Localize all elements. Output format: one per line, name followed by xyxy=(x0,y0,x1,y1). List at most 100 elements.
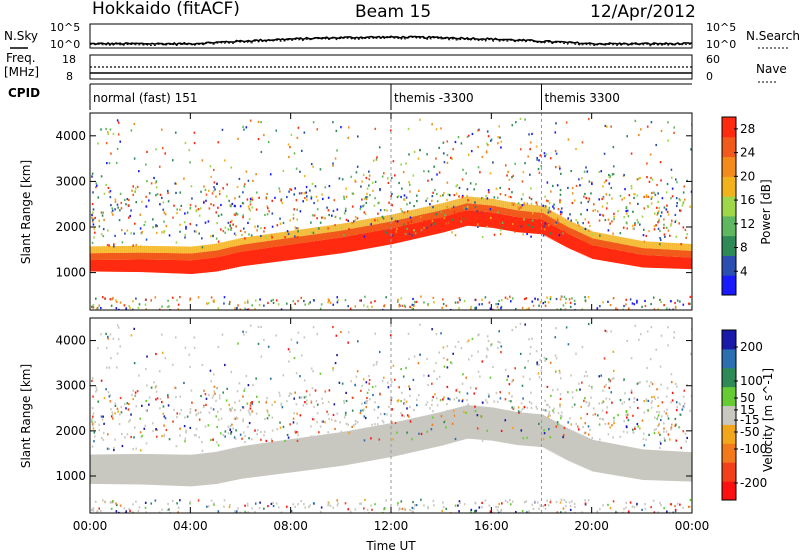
velocity-cell xyxy=(402,375,405,378)
power-cell xyxy=(289,188,291,191)
velocity-cell xyxy=(184,416,186,419)
velocity-cell xyxy=(546,499,548,502)
power-cell xyxy=(128,259,131,272)
power-cell xyxy=(193,142,196,145)
power-cell xyxy=(419,215,422,219)
velocity-cell xyxy=(365,402,368,405)
power-cell xyxy=(230,166,233,169)
velocity-cell xyxy=(592,413,594,416)
velocity-cell xyxy=(477,334,479,337)
velocity-cell xyxy=(154,499,157,502)
power-cell xyxy=(559,216,563,223)
velocity-cell xyxy=(303,379,306,382)
power-cell xyxy=(544,155,546,158)
power-cell xyxy=(382,222,386,230)
velocity-cell xyxy=(241,406,244,409)
power-cell xyxy=(583,170,586,173)
power-cell xyxy=(649,255,653,268)
velocity-cell xyxy=(633,447,637,479)
power-cell xyxy=(239,308,242,310)
power-cell xyxy=(467,210,470,226)
power-cell xyxy=(485,205,488,212)
velocity-cell xyxy=(511,426,514,429)
power-cell xyxy=(384,229,388,246)
power-cell xyxy=(128,304,130,308)
velocity-cell xyxy=(645,398,648,401)
velocity-cell xyxy=(509,503,512,506)
colorbar-segment xyxy=(722,235,736,256)
velocity-cell xyxy=(660,334,663,337)
velocity-cell xyxy=(289,350,291,353)
velocity-cell xyxy=(104,500,106,503)
power-cell xyxy=(523,201,526,204)
velocity-cell xyxy=(427,506,429,509)
velocity-cell xyxy=(485,406,488,441)
velocity-cell xyxy=(678,413,681,416)
power-cell xyxy=(340,126,342,129)
power-cell xyxy=(647,195,650,198)
velocity-cell xyxy=(562,507,565,510)
power-cell xyxy=(465,207,468,211)
power-cell xyxy=(467,153,470,156)
power-cell xyxy=(380,229,384,246)
power-cell xyxy=(272,233,276,241)
power-cell xyxy=(679,243,683,251)
power-cell xyxy=(551,211,555,219)
power-cell xyxy=(156,246,159,253)
velocity-cell xyxy=(186,415,189,418)
velocity-cell xyxy=(135,500,137,503)
power-cell xyxy=(92,223,95,226)
power-cell xyxy=(528,133,530,136)
velocity-cell xyxy=(567,343,570,346)
power-cell xyxy=(397,195,400,198)
power-cell xyxy=(260,227,262,230)
power-cell xyxy=(489,216,492,220)
velocity-cell xyxy=(481,401,483,404)
velocity-cell xyxy=(356,421,359,424)
velocity-cell xyxy=(159,397,162,401)
power-cell xyxy=(372,224,376,232)
power-cell xyxy=(571,229,575,236)
velocity-cell xyxy=(531,429,534,433)
velocity-cell xyxy=(346,430,350,465)
power-cell xyxy=(685,250,689,258)
power-cell xyxy=(659,249,663,256)
power-cell xyxy=(244,237,248,245)
power-cell xyxy=(195,210,198,213)
power-cell xyxy=(367,308,370,310)
velocity-cell xyxy=(670,380,673,384)
velocity-cell xyxy=(179,412,181,415)
power-cell xyxy=(133,222,136,225)
power-cell xyxy=(272,240,276,247)
velocity-cell xyxy=(431,413,434,448)
power-cell xyxy=(531,132,533,136)
velocity-cell xyxy=(280,440,284,474)
power-cell xyxy=(509,202,512,210)
velocity-cell xyxy=(183,424,186,428)
velocity-cell xyxy=(312,502,315,505)
velocity-cell xyxy=(624,392,626,395)
power-cell xyxy=(625,238,629,245)
power-cell xyxy=(565,226,569,234)
power-cell xyxy=(623,216,625,219)
power-cell xyxy=(174,131,177,134)
power-cell xyxy=(300,242,304,259)
velocity-cell xyxy=(650,406,653,409)
cpid-label: CPID xyxy=(8,86,40,100)
velocity-cell xyxy=(675,451,679,482)
power-cell xyxy=(569,228,573,235)
power-cell xyxy=(288,244,292,261)
power-cell xyxy=(324,239,328,256)
power-cell xyxy=(413,209,416,217)
power-cell xyxy=(243,128,245,131)
velocity-cell xyxy=(150,502,153,505)
power-cell xyxy=(217,307,220,310)
power-cell xyxy=(191,197,193,200)
velocity-cell xyxy=(658,422,660,425)
power-cell xyxy=(556,184,559,187)
power-cell xyxy=(543,207,547,214)
power-cell xyxy=(463,210,466,227)
power-cell xyxy=(425,206,428,214)
power-cell xyxy=(207,220,210,223)
velocity-cell xyxy=(396,400,399,403)
